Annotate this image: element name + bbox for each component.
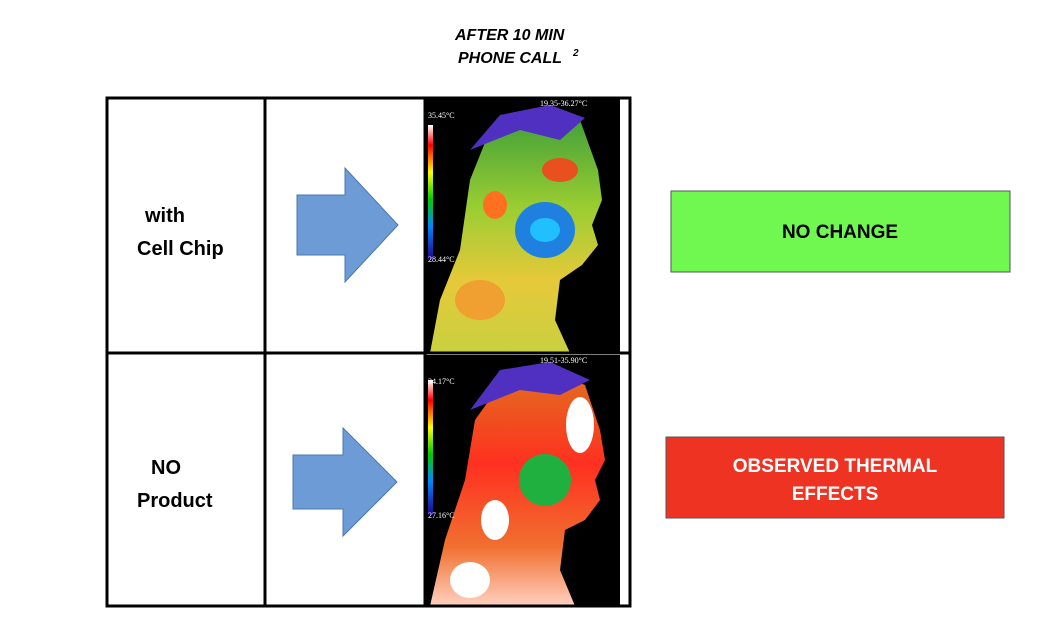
result-text: NO CHANGE [782, 222, 898, 243]
footnote-marker: 2 [572, 48, 579, 59]
result-box [670, 190, 1011, 273]
result-text: EFFECTS [792, 484, 879, 505]
image-text: 28.44°C [428, 255, 455, 264]
thermal-image [425, 98, 620, 353]
image-text: 19.51-35.90°C [540, 356, 587, 365]
result-box [665, 436, 1005, 519]
table-grid [105, 96, 632, 608]
image-text: 35.45°C [428, 111, 455, 120]
row-label: NO [151, 457, 181, 479]
arrow [292, 426, 398, 538]
thermal-image [425, 355, 620, 606]
title-line: PHONE CALL [458, 50, 562, 67]
row-label: Cell Chip [137, 238, 224, 260]
row-label: with [144, 205, 185, 227]
result-text: OBSERVED THERMAL [733, 456, 938, 477]
arrow [296, 166, 399, 284]
title-line: AFTER 10 MIN [454, 27, 565, 44]
image-text: 27.16°C [428, 511, 455, 520]
image-text: 19.35-36.27°C [540, 99, 587, 108]
image-text: 34.17°C [428, 377, 455, 386]
row-label: Product [137, 490, 213, 512]
